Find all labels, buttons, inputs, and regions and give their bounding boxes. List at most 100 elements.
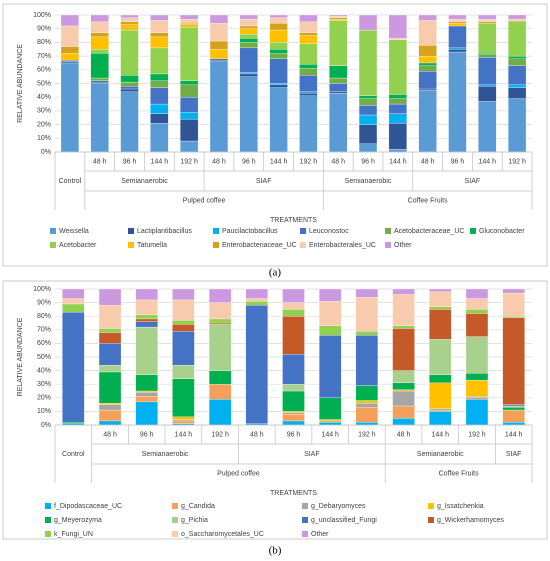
bar-segment: [465, 298, 489, 310]
bar-segment: [478, 18, 497, 23]
bar-segment: [319, 335, 342, 398]
bar-segment: [269, 53, 288, 59]
bar-segment: [135, 288, 158, 301]
legend-swatch: [302, 517, 308, 523]
bar-segment: [90, 49, 109, 54]
bar-segment: [282, 354, 305, 385]
bar-segment: [282, 413, 305, 422]
legend-swatch: [428, 517, 434, 523]
x-group-label: Coffee Fruits: [408, 197, 448, 204]
bar-segment: [282, 412, 305, 415]
y-tick-label: 20%: [37, 121, 51, 128]
bar-segment: [98, 420, 122, 426]
x-group-label: SIAF: [465, 178, 481, 185]
y-tick-label: 80%: [37, 313, 51, 320]
x-tick-label: 192 h: [211, 431, 229, 438]
bar-segment: [355, 407, 379, 423]
bar-segment: [465, 379, 489, 397]
x-tick-label: 48 h: [250, 431, 264, 438]
bar-segment: [180, 80, 199, 86]
bar-segment: [180, 18, 199, 24]
bar-segment: [465, 309, 489, 314]
bar-segment: [90, 77, 109, 81]
bar-segment: [507, 98, 527, 153]
legend-label: g_unclassified_Fungi: [311, 517, 377, 524]
bar-segment: [388, 123, 407, 150]
bar-segment: [358, 98, 378, 106]
bar-segment: [448, 51, 467, 153]
bar-segment: [239, 76, 258, 153]
legend-swatch: [172, 503, 178, 509]
x-group-label: Semianaerobic: [345, 178, 392, 185]
bar-segment: [120, 17, 139, 22]
bar-segment: [418, 90, 437, 153]
y-tick-label: 80%: [37, 39, 51, 46]
bar-segment: [358, 105, 378, 116]
bar-segment: [465, 336, 489, 374]
bar-segment: [429, 409, 452, 412]
x-group-label: Pulped coffee: [183, 197, 226, 204]
bar-segment: [150, 14, 169, 21]
x-tick-label: 96 h: [451, 158, 465, 165]
bar-segment: [239, 34, 258, 39]
bar-segment: [239, 72, 258, 75]
legend-label: Acetobacteraceae_UC: [394, 228, 464, 235]
bar-segment: [180, 27, 199, 81]
legend-swatch: [128, 242, 134, 248]
bar-segment: [208, 384, 232, 400]
x-tick-label: 192 h: [300, 158, 318, 165]
bar-segment: [172, 331, 195, 366]
x-tick-label: 192 h: [358, 431, 376, 438]
bar-segment: [269, 83, 288, 86]
bar-segment: [502, 317, 525, 405]
legend-label: g_Wickerhamomyces: [437, 517, 504, 524]
bar-segment: [120, 91, 139, 153]
bar-segment: [388, 98, 407, 105]
bar-segment: [507, 20, 527, 22]
bar-segment: [269, 23, 288, 31]
bar-segment: [502, 405, 525, 408]
bar-segment: [392, 328, 415, 371]
y-tick-label: 70%: [37, 53, 51, 60]
bar-segment: [245, 298, 268, 302]
x-axis-label: TREATMENTS: [270, 217, 317, 224]
bar-segment: [120, 24, 139, 31]
bar-segment: [90, 80, 109, 83]
bar-segment: [392, 325, 415, 329]
bar-segment: [329, 91, 348, 94]
bar-segment: [507, 55, 527, 59]
bar-segment: [299, 14, 318, 22]
bar-segment: [502, 404, 525, 407]
x-tick-label: 48 h: [421, 158, 435, 165]
bar-segment: [62, 422, 85, 424]
bar-segment: [150, 32, 169, 38]
bar-segment: [478, 14, 497, 20]
bar-segment: [209, 40, 229, 50]
bar-segment: [358, 124, 378, 144]
bar-segment: [98, 404, 122, 411]
x-tick-label: 144 h: [321, 431, 339, 438]
legend-label: k_Fungi_UN: [54, 531, 93, 538]
bar-segment: [62, 303, 85, 313]
bar-segment: [269, 49, 288, 54]
bar-segment: [507, 14, 527, 20]
legend-swatch: [470, 228, 476, 234]
bar-segment: [150, 47, 169, 75]
x-tick-label: 48 h: [93, 158, 107, 165]
bar-segment: [418, 71, 437, 90]
bar-segment: [180, 140, 199, 153]
bar-segment: [60, 25, 80, 47]
bar-segment: [180, 24, 199, 28]
y-tick-label: 0%: [41, 149, 51, 156]
y-tick-label: 70%: [37, 327, 51, 334]
bar-segment: [507, 84, 527, 88]
legend-swatch: [428, 503, 434, 509]
y-tick-label: 50%: [37, 354, 51, 361]
x-tick-label: 144 h: [389, 158, 407, 165]
bar-segment: [180, 84, 199, 98]
legend-swatch: [302, 531, 308, 537]
bar-segment: [392, 294, 415, 326]
y-tick-label: 60%: [37, 67, 51, 74]
bar-segment: [209, 61, 229, 153]
